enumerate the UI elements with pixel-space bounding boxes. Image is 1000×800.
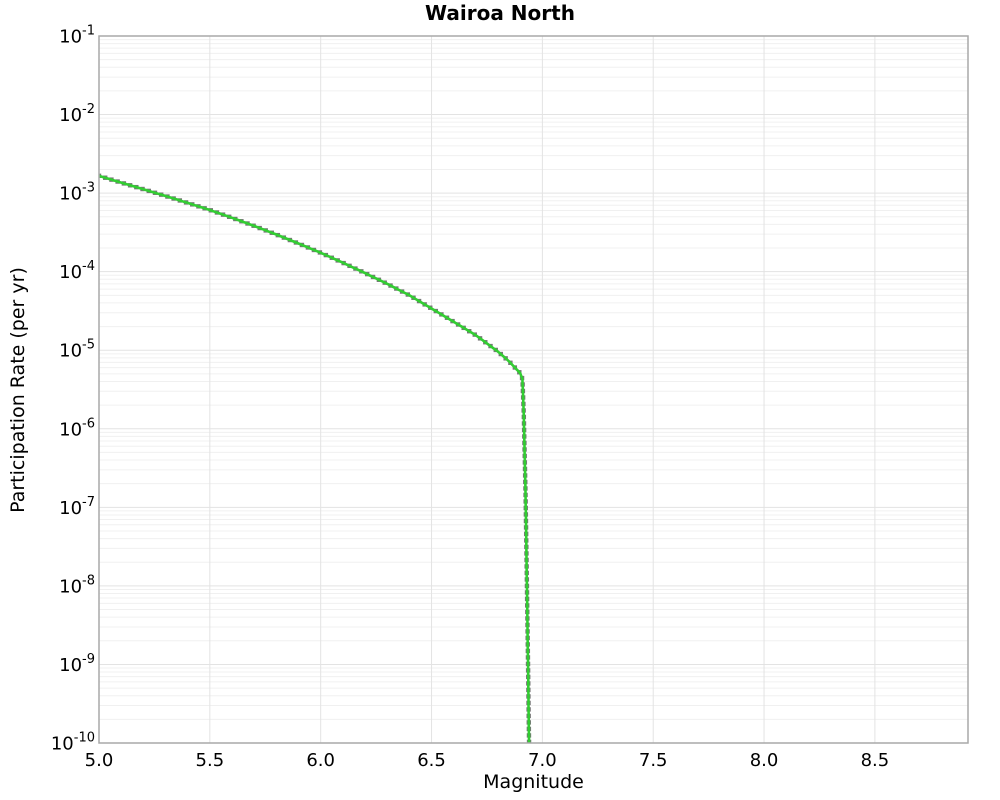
y-tick-label: 10-5 xyxy=(59,338,95,362)
y-tick-label: 10-8 xyxy=(59,573,95,597)
y-tick-label: 10-7 xyxy=(59,495,95,519)
x-tick-label: 5.5 xyxy=(196,750,225,771)
y-tick-label: 10-10 xyxy=(51,731,95,755)
participation-curve-line xyxy=(99,174,531,743)
y-tick-label: 10-2 xyxy=(59,102,95,126)
participation-curve-group xyxy=(99,173,532,743)
plot-frame xyxy=(98,35,969,744)
y-tick-label: 10-9 xyxy=(59,652,95,676)
x-tick-label: 5.0 xyxy=(85,750,114,771)
y-tick-label: 10-1 xyxy=(59,24,95,48)
minor-gridlines xyxy=(99,39,968,720)
y-tick-label: 10-6 xyxy=(59,416,95,440)
x-tick-label: 6.5 xyxy=(417,750,446,771)
y-tick-label: 10-4 xyxy=(59,259,95,283)
x-tick-label: 8.5 xyxy=(861,750,890,771)
y-tick-labels: 10-1 10-2 10-3 10-4 10-5 10-6 10-7 10-8 10-9 10-1… xyxy=(51,24,95,755)
x-axis-label: Magnitude xyxy=(483,771,584,793)
chart-title: Wairoa North xyxy=(425,1,575,25)
data-point-markers xyxy=(99,173,532,743)
y-tick-label: 10-3 xyxy=(59,181,95,205)
major-gridlines xyxy=(99,35,968,744)
x-tick-label: 6.0 xyxy=(306,750,335,771)
x-tick-labels: 5.0 5.5 6.0 6.5 7.0 7.5 8.0 8.5 xyxy=(85,750,890,771)
x-tick-label: 7.5 xyxy=(639,750,668,771)
x-tick-label: 7.0 xyxy=(528,750,557,771)
x-tick-label: 8.0 xyxy=(750,750,779,771)
